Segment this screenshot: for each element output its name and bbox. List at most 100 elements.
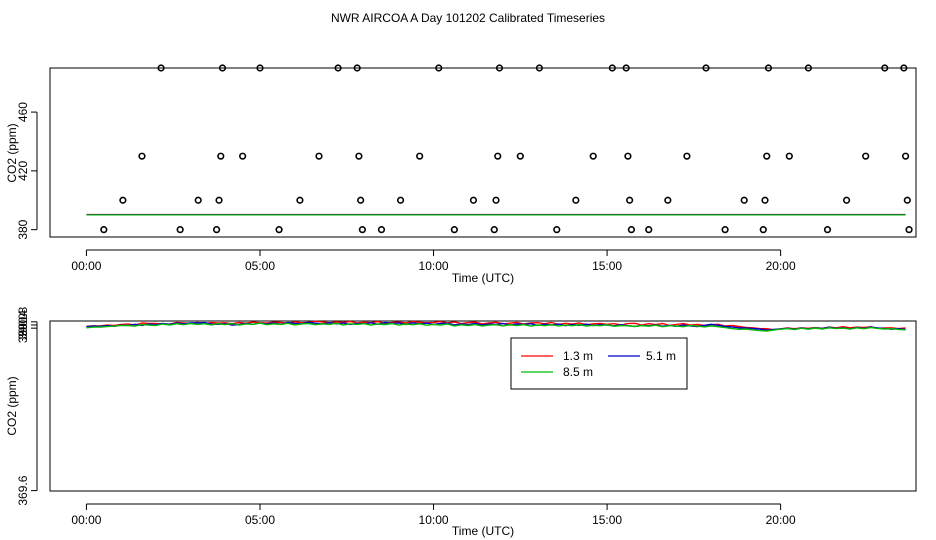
scatter-point [572,196,580,204]
y-tick-label: 390.8 [16,306,30,336]
scatter-point [626,196,634,204]
bottom-panel-marks [86,320,906,332]
scatter-point [589,152,597,160]
y-tick-label: 369.6 [16,475,30,505]
top-panel-y-axis-title: CO2 (ppm) [5,123,19,182]
scatter-point [138,152,146,160]
scatter-point [157,64,165,72]
x-tick-label: 20:00 [766,513,796,527]
scatter-point [377,226,386,234]
scatter-point [901,152,910,160]
scatter-point [176,226,184,234]
scatter-point [119,196,127,204]
top-panel-marks [86,64,913,234]
scatter-point [315,152,323,160]
scatter-point [842,196,851,204]
bottom-panel-x-axis-title: Time (UTC) [452,524,514,538]
series-line-1-3-m [86,320,906,331]
bottom-panel-y-axis-title: CO2 (ppm) [5,376,19,435]
bottom-panel-lines: 00:00 05:00 10:00 15:00 20:00 369.6 390.0390.… [5,306,917,538]
legend: 1.3 m 5.1 m 8.5 m [510,337,688,390]
x-tick-label: 15:00 [592,259,622,273]
scatter-point [627,226,635,234]
legend-box [510,337,688,390]
top-panel-x-axis: 00:00 05:00 10:00 15:00 20:00 [71,249,796,273]
scatter-point [256,64,264,72]
scatter-point [645,226,653,234]
y-tick-label: 390.4 [16,310,30,340]
scatter-point [353,64,361,72]
scatter-point [862,152,870,160]
x-tick-label: 05:00 [245,259,275,273]
scatter-point [215,196,223,204]
scatter-point [492,196,500,204]
scatter-point [622,64,630,72]
top-panel-x-axis-title: Time (UTC) [452,271,514,285]
scatter-point [218,64,227,72]
scatter-point [535,64,544,72]
scatter-point [495,64,504,72]
scatter-point [396,196,405,204]
scatter-point [553,226,561,234]
scatter-point [881,64,889,72]
y-tick-label: 460 [16,102,30,122]
scatter-point [702,64,710,72]
x-tick-label: 20:00 [766,259,796,273]
scatter-point [608,64,616,72]
y-tick-label: 390.0 [16,313,30,343]
top-panel-scatter: 00:00 05:00 10:00 15:00 20:00 380 420 460 Time… [5,64,917,285]
scatter-point [296,196,304,204]
scatter-point [334,64,342,72]
scatter-point [217,152,225,160]
x-tick-label: 00:00 [71,513,101,527]
scatter-point [494,152,502,160]
scatter-point [759,226,767,234]
legend-label-1-3m: 1.3 m [563,349,593,363]
x-tick-label: 00:00 [71,259,101,273]
x-tick-label: 10:00 [419,513,449,527]
y-tick-label: 420 [16,161,30,181]
scatter-point [763,152,771,160]
scatter-point [213,226,221,234]
bottom-panel-plot-box [49,320,917,492]
scatter-point [435,64,443,72]
scatter-point [804,64,813,72]
scatter-point [239,152,247,160]
scatter-point [416,152,424,160]
scatter-point [903,196,911,204]
scatter-point [823,226,832,234]
top-panel-plot-box [49,67,917,238]
x-tick-label: 05:00 [245,513,275,527]
y-tick-label: 380 [16,219,30,239]
scatter-point [275,226,283,234]
scatter-point [100,226,108,234]
top-panel-y-axis: 380 420 460 [16,102,38,240]
scatter-point [194,196,202,204]
legend-label-5-1m: 5.1 m [646,349,676,363]
figure-title: NWR AIRCOA A Day 101202 Calibrated Times… [331,11,605,25]
scatter-point [785,152,793,160]
series-line-8-5-m [86,322,906,332]
scatter-point [683,152,691,160]
scatter-point [900,64,908,72]
scatter-point [740,196,748,204]
scatter-point [357,196,365,204]
scatter-point [905,226,913,234]
scatter-point [721,226,729,234]
scatter-point [664,196,672,204]
scatter-point [450,226,458,234]
scatter-point [358,226,366,234]
scatter-point [469,196,478,204]
scatter-point [761,196,769,204]
scatter-point [490,226,498,234]
scatter-point [516,152,524,160]
x-tick-label: 10:00 [419,259,449,273]
scatter-point [355,152,363,160]
x-tick-label: 15:00 [592,513,622,527]
bottom-panel-x-axis: 00:00 05:00 10:00 15:00 20:00 [71,503,796,527]
scatter-point [764,64,773,72]
scatter-point [624,152,632,160]
legend-label-8-5m: 8.5 m [563,365,593,379]
